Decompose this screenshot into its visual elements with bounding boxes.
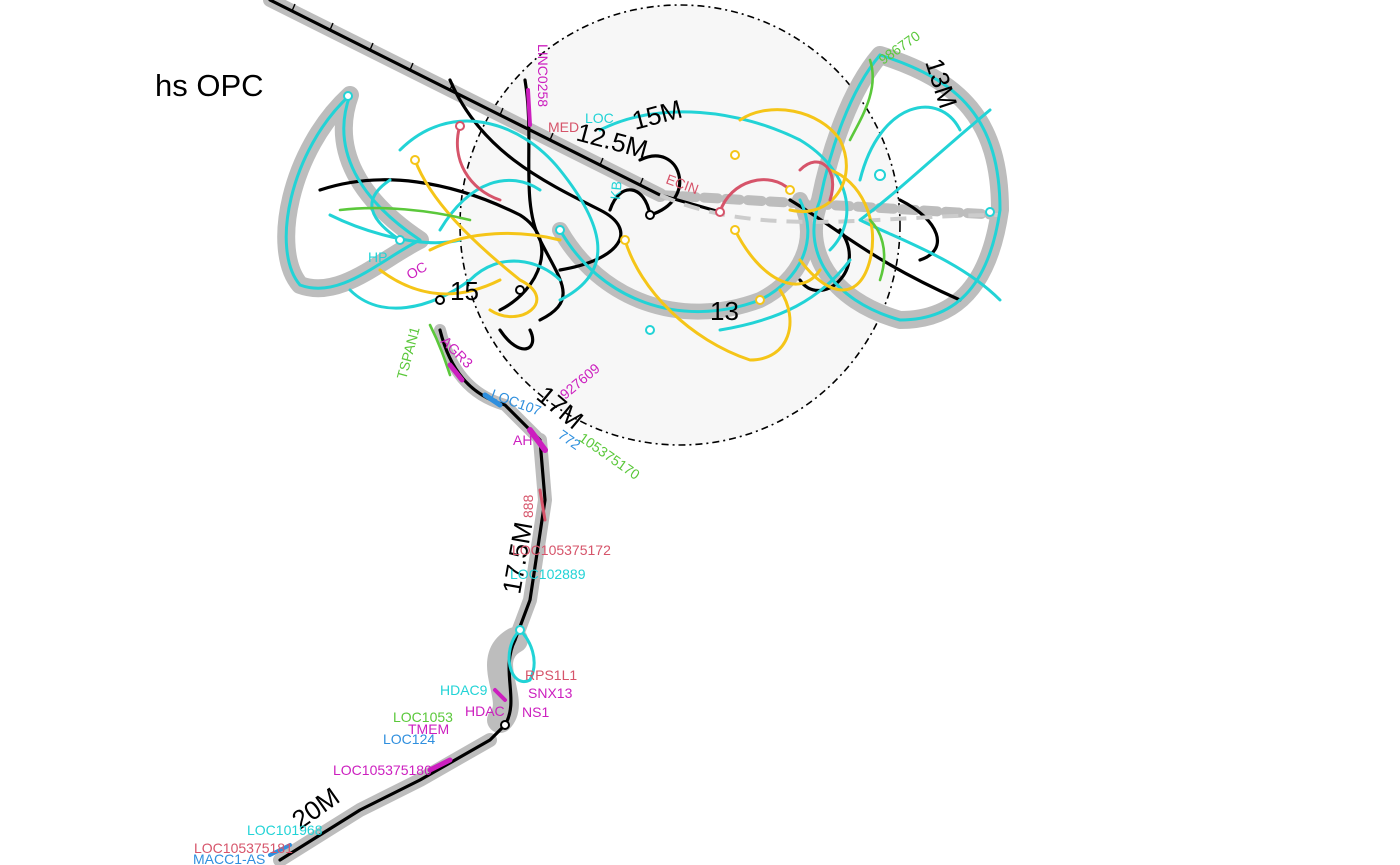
gene-label: TMEM [408, 721, 449, 737]
gene-label: 888 [520, 494, 536, 518]
gene-label: LOC124 [383, 731, 435, 747]
sample-title: hs OPC [155, 68, 264, 103]
gene-label: LOC101968 [247, 822, 323, 838]
tad-domain-circle [459, 4, 901, 446]
gene-label: LINC0258 [535, 44, 551, 107]
gene-label: TSPAN1 [393, 325, 422, 381]
gene-label: KB [607, 180, 625, 200]
gene-label: OC [404, 258, 430, 282]
yellow-gene-tracks [378, 108, 875, 362]
blue-gene-tracks [268, 392, 503, 857]
coord-label-15: 15 [450, 276, 479, 306]
gene-label: HDAC9 [440, 682, 488, 698]
gene-label: LOC102889 [510, 566, 586, 582]
gene-label: LOC1053 [393, 709, 453, 725]
gene-label: RPS1L1 [525, 667, 577, 683]
gene-label: HP [368, 249, 387, 265]
coord-label-13: 13 [710, 296, 739, 326]
gene-label: LOC105375180 [333, 762, 432, 778]
dashed-gap-segment [659, 193, 1001, 224]
gene-label: MED [548, 119, 579, 135]
gene-label: LOC105375172 [512, 542, 611, 558]
gene-label: LOC [585, 110, 614, 126]
coord-label-13m: 13M [919, 55, 963, 112]
junction-nodes [343, 91, 995, 730]
gene-label: SNX13 [528, 685, 573, 701]
gene-label: MACC1-AS [193, 851, 265, 865]
backbone-ticks [291, 3, 644, 186]
red-gene-tracks [455, 123, 835, 522]
gene-label: LOC105375181 [194, 840, 293, 856]
gene-label: NS1 [522, 704, 549, 720]
gene-label: HDAC [465, 703, 505, 719]
gene-label: AH [513, 432, 532, 448]
green-gene-tracks [338, 58, 886, 377]
magenta-gene-tracks [427, 88, 548, 773]
